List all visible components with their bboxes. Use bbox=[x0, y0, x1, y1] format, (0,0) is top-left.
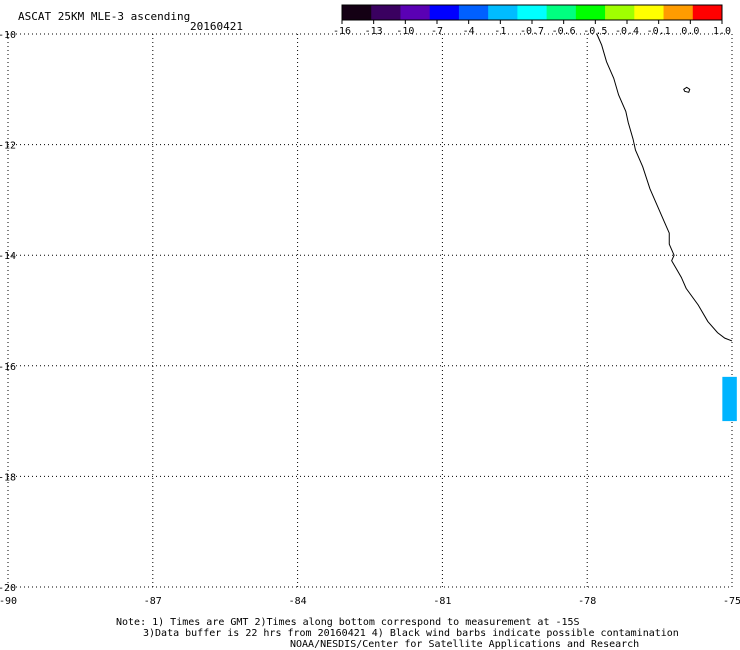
note-line-1: Note: 1) Times are GMT 2)Times along bot… bbox=[116, 617, 580, 628]
colorbar-segment bbox=[458, 5, 489, 20]
colorbar-label: -16 bbox=[333, 26, 351, 37]
colorbar-label: -1 bbox=[494, 26, 506, 37]
lat-tick-label: -10 bbox=[0, 30, 16, 41]
colorbar-segment bbox=[371, 5, 401, 20]
colorbar-label: 1.0 bbox=[713, 26, 731, 37]
lon-tick-label: -90 bbox=[0, 596, 17, 607]
lat-tick-label: -20 bbox=[0, 583, 16, 594]
colorbar-segment bbox=[517, 5, 548, 20]
colorbar-label: -0.1 bbox=[647, 26, 671, 37]
colorbar-label: 0.0 bbox=[681, 26, 699, 37]
colorbar-label: -4 bbox=[463, 26, 475, 37]
chart-title: ASCAT 25KM MLE-3 ascending bbox=[18, 10, 191, 23]
colorbar-label: -10 bbox=[396, 26, 414, 37]
colorbar-label: -0.5 bbox=[583, 26, 607, 37]
note-line-2: 3)Data buffer is 22 hrs from 20160421 4)… bbox=[143, 628, 679, 639]
colorbar-segment bbox=[342, 5, 372, 20]
colorbar-label: -0.6 bbox=[552, 26, 576, 37]
lake-outline bbox=[683, 86, 691, 93]
colorbar-segment bbox=[429, 5, 460, 20]
lon-tick-label: -81 bbox=[433, 596, 451, 607]
lat-tick-label: -14 bbox=[0, 251, 16, 262]
lon-tick-label: -84 bbox=[289, 596, 307, 607]
lon-tick-label: -78 bbox=[578, 596, 596, 607]
colorbar-segment bbox=[663, 5, 694, 20]
colorbar-label: -0.7 bbox=[520, 26, 544, 37]
lon-tick-label: -87 bbox=[144, 596, 162, 607]
colorbar-label: -13 bbox=[365, 26, 383, 37]
lat-tick-label: -18 bbox=[0, 472, 16, 483]
wind-data-cell bbox=[722, 376, 737, 422]
colorbar-label: -7 bbox=[431, 26, 443, 37]
note-line-3: NOAA/NESDIS/Center for Satellite Applica… bbox=[290, 639, 640, 650]
chart-date: 20160421 bbox=[190, 20, 243, 33]
colorbar-segment bbox=[488, 5, 518, 20]
coastline bbox=[596, 33, 733, 342]
colorbar-segment bbox=[605, 5, 635, 20]
colorbar-segment bbox=[400, 5, 431, 20]
colorbar-segment bbox=[575, 5, 606, 20]
colorbar-label: -0.4 bbox=[615, 26, 639, 37]
lon-tick-label: -75 bbox=[723, 596, 740, 607]
lat-tick-label: -16 bbox=[0, 362, 16, 373]
lat-tick-label: -12 bbox=[0, 141, 16, 152]
colorbar-segment bbox=[634, 5, 665, 20]
colorbar-segment bbox=[546, 5, 577, 20]
colorbar-segment bbox=[692, 5, 723, 20]
